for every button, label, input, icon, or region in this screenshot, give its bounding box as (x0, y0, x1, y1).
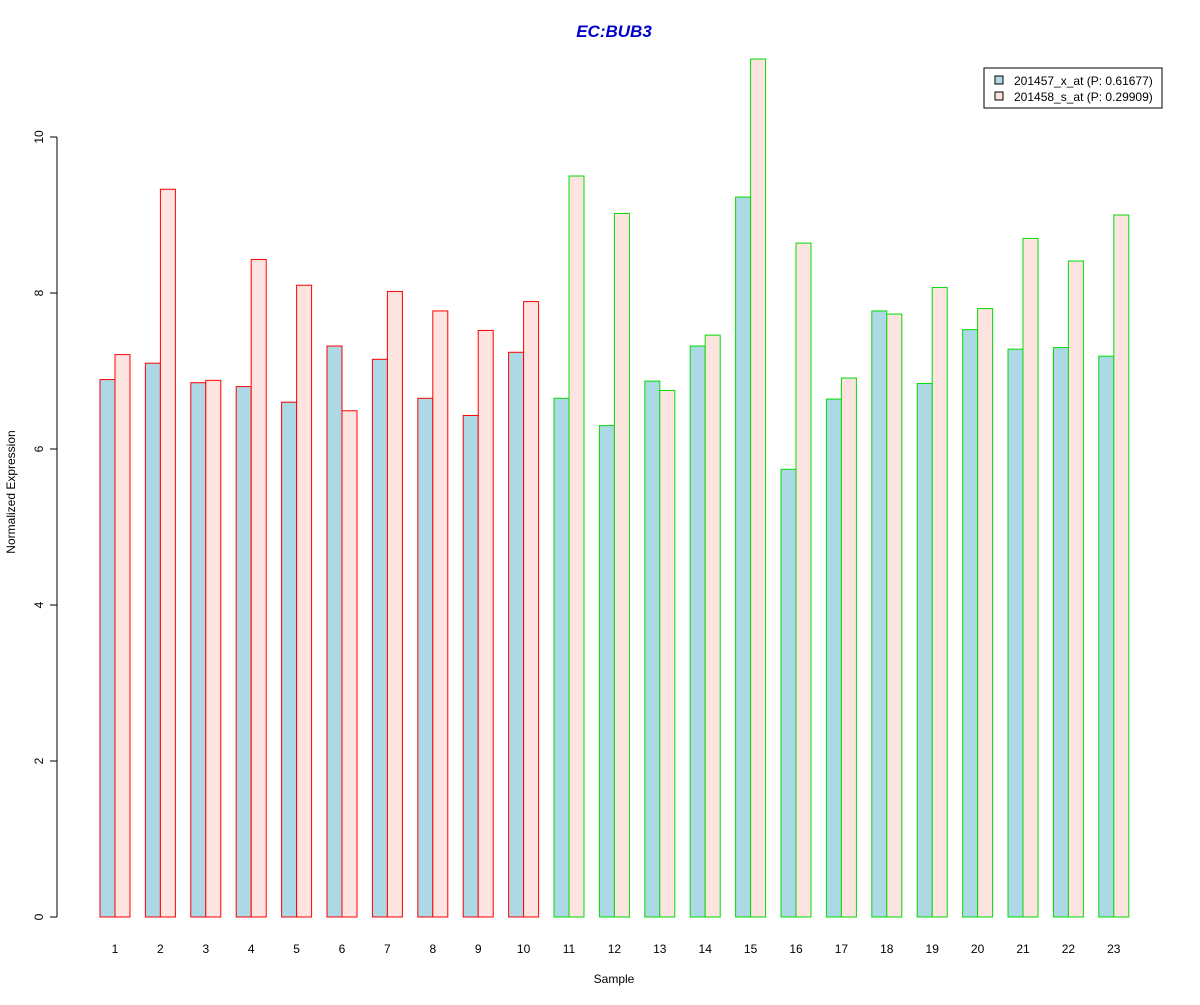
x-tick-label: 15 (744, 942, 758, 956)
bar-sample-15-series-2 (750, 58, 767, 918)
legend: 201457_x_at (P: 0.61677) 201458_s_at (P:… (983, 67, 1163, 109)
bar-sample-6-series-1 (326, 345, 343, 918)
bar-sample-11-series-2 (568, 175, 585, 918)
bar-sample-1-series-2 (114, 354, 131, 918)
bar-sample-20-series-2 (977, 308, 994, 918)
x-tick-label: 2 (157, 942, 164, 956)
y-axis: 0 2 4 6 8 10 (32, 130, 58, 920)
bar-sample-8-series-2 (432, 310, 449, 918)
bar-sample-3-series-2 (205, 379, 222, 918)
x-tick-label: 19 (926, 942, 940, 956)
bar-sample-4-series-1 (235, 386, 252, 918)
bar-sample-17-series-1 (825, 398, 842, 918)
bars-group (99, 58, 1130, 918)
x-tick-label: 13 (653, 942, 667, 956)
bar-sample-23-series-2 (1113, 214, 1130, 918)
x-tick-label: 7 (384, 942, 391, 956)
bar-sample-18-series-2 (886, 313, 903, 918)
bar-sample-13-series-1 (644, 380, 661, 918)
y-tick-label: 10 (32, 130, 46, 144)
x-tick-label: 12 (608, 942, 622, 956)
bar-sample-23-series-1 (1098, 355, 1115, 918)
legend-box (983, 67, 1163, 109)
x-tick-labels: 1 2 3 4 5 6 7 8 9 10 11 12 13 14 15 16 17 18 19 20 21 22 23 (112, 942, 1121, 956)
legend-label-series-1: 201457_x_at (P: 0.61677) (1014, 74, 1153, 88)
x-tick-label: 22 (1062, 942, 1076, 956)
bar-sample-15-series-1 (735, 196, 752, 918)
x-tick-label: 3 (202, 942, 209, 956)
bar-sample-16-series-2 (795, 242, 812, 918)
bar-sample-5-series-1 (281, 401, 298, 918)
legend-label-series-2: 201458_s_at (P: 0.29909) (1014, 90, 1153, 104)
x-tick-label: 23 (1107, 942, 1121, 956)
bar-sample-10-series-1 (508, 351, 525, 918)
y-axis-label: Normalized Expression (4, 430, 18, 553)
bar-sample-12-series-2 (613, 212, 630, 918)
bar-sample-19-series-2 (931, 287, 948, 918)
x-tick-label: 17 (835, 942, 849, 956)
bar-sample-14-series-2 (704, 334, 721, 918)
bar-sample-2-series-1 (144, 362, 161, 918)
bar-sample-12-series-1 (598, 425, 615, 918)
bar-sample-11-series-1 (553, 397, 570, 918)
bar-sample-14-series-1 (689, 345, 706, 918)
bar-sample-2-series-2 (159, 188, 176, 918)
bar-sample-17-series-2 (840, 377, 857, 918)
y-tick-label: 8 (32, 289, 46, 296)
x-tick-label: 5 (293, 942, 300, 956)
x-tick-label: 14 (699, 942, 713, 956)
bar-sample-18-series-1 (871, 310, 888, 918)
x-axis-label: Sample (594, 972, 635, 986)
x-tick-label: 16 (789, 942, 803, 956)
bar-sample-8-series-1 (417, 397, 434, 918)
bar-sample-9-series-2 (477, 329, 494, 918)
x-tick-label: 21 (1016, 942, 1030, 956)
bar-sample-13-series-2 (659, 390, 676, 918)
bar-sample-9-series-1 (462, 414, 479, 918)
y-tick-label: 0 (32, 913, 46, 920)
bar-sample-20-series-1 (962, 329, 979, 918)
y-tick-label: 2 (32, 757, 46, 764)
x-tick-label: 4 (248, 942, 255, 956)
y-tick-label: 4 (32, 601, 46, 608)
bar-sample-5-series-2 (296, 284, 313, 918)
bar-sample-3-series-1 (190, 382, 207, 918)
x-tick-label: 10 (517, 942, 531, 956)
chart-title: EC:BUB3 (576, 22, 652, 41)
bar-sample-4-series-2 (250, 258, 267, 918)
x-tick-label: 1 (112, 942, 119, 956)
legend-swatch-series-1 (994, 75, 1004, 85)
bar-sample-22-series-2 (1067, 260, 1084, 918)
x-tick-label: 8 (429, 942, 436, 956)
x-tick-label: 20 (971, 942, 985, 956)
y-tick-label: 6 (32, 445, 46, 452)
bar-sample-21-series-1 (1007, 348, 1024, 918)
x-tick-label: 11 (563, 942, 576, 956)
bar-sample-7-series-1 (371, 358, 388, 918)
bar-sample-16-series-1 (780, 468, 797, 918)
x-tick-label: 18 (880, 942, 894, 956)
x-tick-label: 9 (475, 942, 482, 956)
bar-sample-21-series-2 (1022, 237, 1039, 918)
bar-sample-22-series-1 (1052, 347, 1069, 918)
bar-sample-6-series-2 (341, 410, 358, 918)
bar-sample-10-series-2 (523, 301, 540, 918)
bar-sample-19-series-1 (916, 382, 933, 918)
legend-swatch-series-2 (994, 91, 1004, 101)
bar-sample-1-series-1 (99, 379, 116, 918)
x-tick-label: 6 (339, 942, 346, 956)
bar-sample-7-series-2 (386, 290, 403, 918)
